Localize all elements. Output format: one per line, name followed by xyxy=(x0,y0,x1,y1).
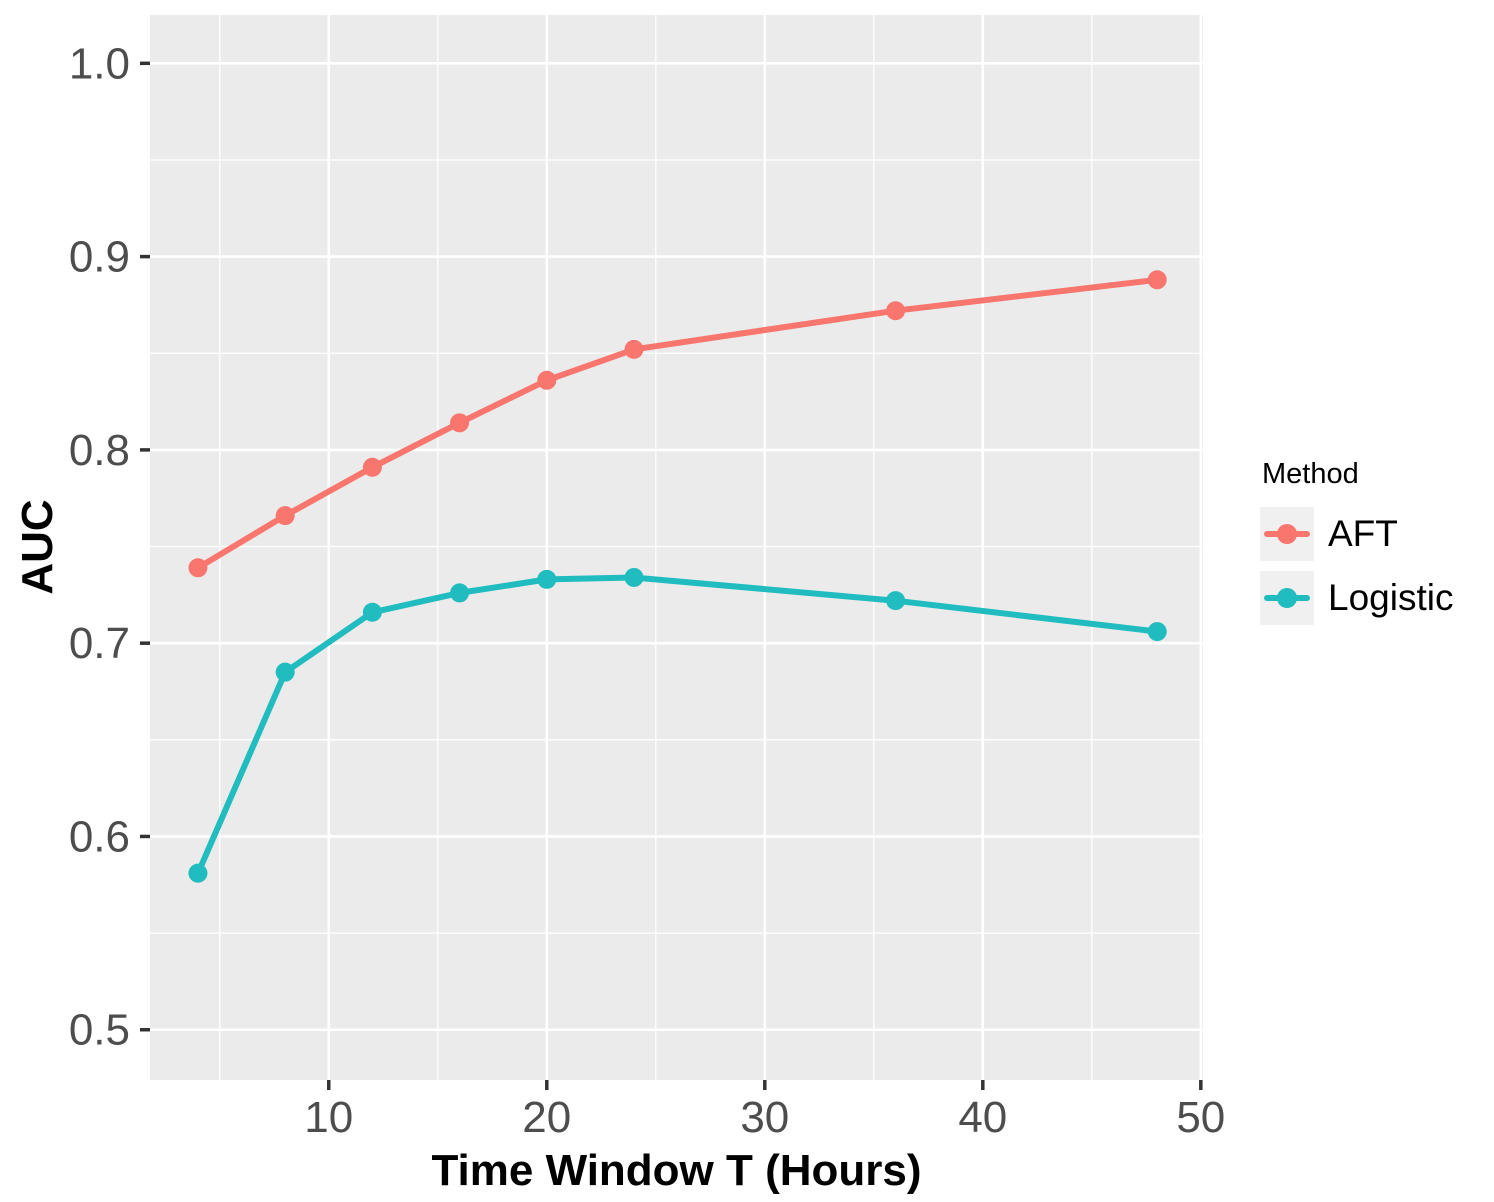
data-point-aft xyxy=(275,506,295,526)
data-point-logistic xyxy=(188,863,208,883)
data-point-aft xyxy=(886,301,906,321)
y-axis-title: AUC xyxy=(13,499,62,595)
y-tick-label: 1.0 xyxy=(69,39,130,88)
data-point-aft xyxy=(362,457,382,477)
legend-key-logistic xyxy=(1260,571,1314,625)
legend-item-aft: AFT xyxy=(1260,507,1453,561)
x-tick-label: 50 xyxy=(1176,1093,1225,1142)
x-tick-label: 30 xyxy=(740,1093,789,1142)
x-tick-label: 40 xyxy=(958,1093,1007,1142)
x-axis-title: Time Window T (Hours) xyxy=(431,1146,922,1195)
data-point-aft xyxy=(450,413,470,433)
x-tick-label: 20 xyxy=(522,1093,571,1142)
legend-key-aft xyxy=(1260,507,1314,561)
legend-item-logistic: Logistic xyxy=(1260,571,1453,625)
data-point-logistic xyxy=(362,602,382,622)
point-sample-icon xyxy=(1277,588,1297,608)
data-point-aft xyxy=(188,558,208,578)
y-tick-label: 0.5 xyxy=(69,1006,130,1055)
y-tick-label: 0.6 xyxy=(69,812,130,861)
data-point-aft xyxy=(1147,270,1167,290)
data-point-logistic xyxy=(886,591,906,611)
data-point-logistic xyxy=(537,569,557,589)
plot-panel xyxy=(150,15,1203,1080)
data-point-logistic xyxy=(1147,622,1167,642)
data-point-logistic xyxy=(450,583,470,603)
y-tick-label: 0.7 xyxy=(69,619,130,668)
series-line-aft xyxy=(195,276,1161,571)
data-point-aft xyxy=(624,339,644,359)
data-point-logistic xyxy=(275,662,295,682)
legend: Method AFT Logistic xyxy=(1260,458,1453,635)
point-sample-icon xyxy=(1277,524,1297,544)
x-tick-label: 10 xyxy=(304,1093,353,1142)
y-tick-label: 0.8 xyxy=(69,426,130,475)
series-line-logistic xyxy=(195,574,1161,877)
legend-label-logistic: Logistic xyxy=(1328,577,1454,618)
y-tick-label: 0.9 xyxy=(69,233,130,282)
data-point-logistic xyxy=(624,567,644,587)
legend-label-aft: AFT xyxy=(1328,513,1398,554)
data-point-aft xyxy=(537,370,557,390)
legend-title: Method xyxy=(1262,458,1359,490)
